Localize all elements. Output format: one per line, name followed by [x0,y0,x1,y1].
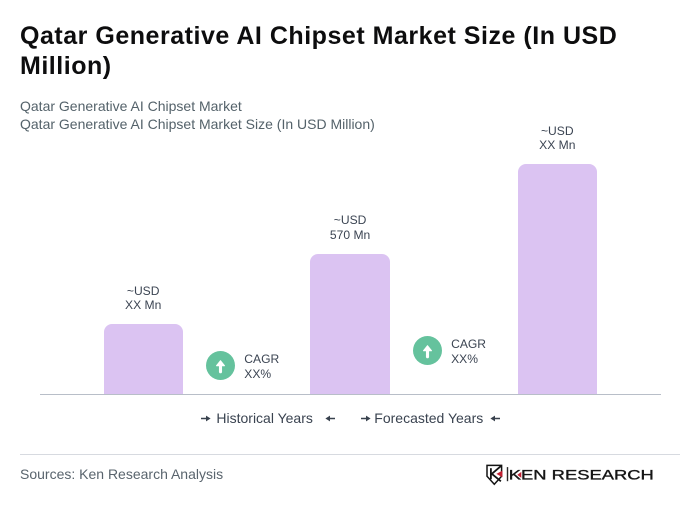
svg-text:KEN RESEARCH: KEN RESEARCH [508,467,653,483]
